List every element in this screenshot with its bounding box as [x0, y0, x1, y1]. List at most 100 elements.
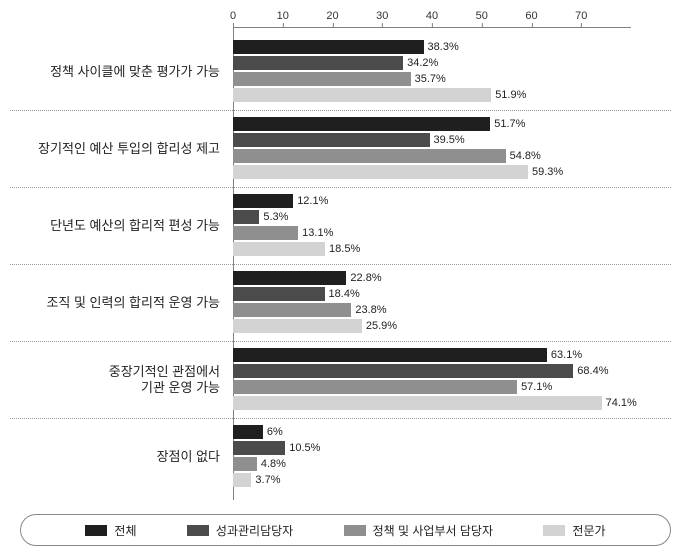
chart-group: 정책 사이클에 맞춘 평가가 가능 38.3% 34.2% 35.7% 51.9%: [10, 34, 671, 111]
bar-value-label: 10.5%: [289, 442, 320, 454]
bar-row: 18.4%: [233, 287, 631, 301]
bar-value-label: 22.8%: [350, 272, 381, 284]
bar-row: 34.2%: [233, 56, 631, 70]
bar-row: 38.3%: [233, 40, 631, 54]
legend-swatch: [187, 525, 209, 536]
bar-row: 4.8%: [233, 457, 631, 471]
bar-value-label: 51.9%: [495, 89, 526, 101]
bar: [233, 210, 259, 224]
legend-item: 성과관리담당자: [187, 522, 293, 539]
chart-groups: 정책 사이클에 맞춘 평가가 가능 38.3% 34.2% 35.7% 51.9% 장기적…: [10, 34, 671, 500]
x-axis-tick: 50: [476, 10, 488, 22]
bar-value-label: 74.1%: [606, 397, 637, 409]
legend-label: 정책 및 사업부서 담당자: [373, 522, 493, 539]
x-axis-row: 0 10 20 30 40 50 60 70: [10, 10, 671, 30]
bar: [233, 56, 403, 70]
bar-row: 5.3%: [233, 210, 631, 224]
bar-row: 12.1%: [233, 194, 631, 208]
chart-group: 조직 및 인력의 합리적 운영 가능 22.8% 18.4% 23.8% 25.9%: [10, 265, 671, 342]
bar-value-label: 59.3%: [532, 166, 563, 178]
bar-value-label: 34.2%: [407, 57, 438, 69]
bar-value-label: 35.7%: [415, 73, 446, 85]
bar: [233, 271, 346, 285]
bar-row: 18.5%: [233, 242, 631, 256]
legend-label: 성과관리담당자: [216, 522, 293, 539]
group-label: 장기적인 예산 투입의 합리성 제고: [10, 141, 220, 157]
x-axis-tick: 0: [230, 10, 236, 22]
bar: [233, 396, 602, 410]
group-bars: 63.1% 68.4% 57.1% 74.1%: [233, 348, 631, 410]
bar-value-label: 18.4%: [329, 288, 360, 300]
group-label: 중장기적인 관점에서 기관 운영 가능: [10, 364, 220, 397]
bar-row: 59.3%: [233, 165, 631, 179]
bar-row: 6%: [233, 425, 631, 439]
bar-row: 10.5%: [233, 441, 631, 455]
group-bars: 22.8% 18.4% 23.8% 25.9%: [233, 271, 631, 333]
bar-value-label: 5.3%: [263, 211, 288, 223]
bar-value-label: 63.1%: [551, 349, 582, 361]
bar-value-label: 12.1%: [297, 195, 328, 207]
bar: [233, 72, 411, 86]
bar: [233, 194, 293, 208]
bar-row: 22.8%: [233, 271, 631, 285]
bar-row: 74.1%: [233, 396, 631, 410]
bar: [233, 226, 298, 240]
bar-value-label: 4.8%: [261, 458, 286, 470]
legend-item: 정책 및 사업부서 담당자: [344, 522, 493, 539]
bar-row: 51.9%: [233, 88, 631, 102]
group-bars: 51.7% 39.5% 54.8% 59.3%: [233, 117, 631, 179]
bar-value-label: 6%: [267, 426, 283, 438]
bar: [233, 40, 424, 54]
bar: [233, 380, 517, 394]
legend-swatch: [85, 525, 107, 536]
bar: [233, 319, 362, 333]
bar: [233, 303, 351, 317]
legend: 전체 성과관리담당자 정책 및 사업부서 담당자 전문가: [20, 514, 671, 546]
chart-group: 장점이 없다6%10.5%4.8%3.7%: [10, 419, 671, 495]
bar: [233, 348, 547, 362]
bar-row: 35.7%: [233, 72, 631, 86]
legend-label: 전문가: [572, 522, 605, 539]
x-axis-tick: 30: [376, 10, 388, 22]
group-bars: 12.1% 5.3% 13.1% 18.5%: [233, 194, 631, 256]
x-axis-tick: 70: [575, 10, 587, 22]
bar: [233, 457, 257, 471]
bar: [233, 425, 263, 439]
legend-item: 전체: [85, 522, 136, 539]
bar-value-label: 54.8%: [510, 150, 541, 162]
bar-row: 3.7%: [233, 473, 631, 487]
legend-item: 전문가: [543, 522, 605, 539]
group-label: 조직 및 인력의 합리적 운영 가능: [10, 295, 220, 311]
bar-row: 13.1%: [233, 226, 631, 240]
x-axis-tick: 10: [277, 10, 289, 22]
x-axis: 0 10 20 30 40 50 60 70: [233, 10, 631, 28]
chart-group: 장기적인 예산 투입의 합리성 제고 51.7% 39.5% 54.8% 59.3%: [10, 111, 671, 188]
bar-value-label: 3.7%: [255, 474, 280, 486]
bar: [233, 364, 573, 378]
chart-group: 중장기적인 관점에서 기관 운영 가능 63.1% 68.4% 57.1% 74.1%: [10, 342, 671, 419]
bar: [233, 133, 430, 147]
bar-value-label: 38.3%: [428, 41, 459, 53]
group-label: 정책 사이클에 맞춘 평가가 가능: [10, 64, 220, 80]
group-label: 단년도 예산의 합리적 편성 가능: [10, 218, 220, 234]
bar: [233, 165, 528, 179]
bar-row: 25.9%: [233, 319, 631, 333]
bar-row: 68.4%: [233, 364, 631, 378]
x-axis-tick: 40: [426, 10, 438, 22]
bar-value-label: 23.8%: [355, 304, 386, 316]
bar-value-label: 51.7%: [494, 118, 525, 130]
x-axis-tick: 60: [525, 10, 537, 22]
bar-row: 54.8%: [233, 149, 631, 163]
bar-row: 51.7%: [233, 117, 631, 131]
bar: [233, 117, 490, 131]
x-axis-tick: 20: [326, 10, 338, 22]
legend-swatch: [543, 525, 565, 536]
legend-swatch: [344, 525, 366, 536]
group-bars: 38.3% 34.2% 35.7% 51.9%: [233, 40, 631, 102]
bar: [233, 473, 251, 487]
bar-value-label: 57.1%: [521, 381, 552, 393]
bar: [233, 287, 325, 301]
bar-value-label: 39.5%: [434, 134, 465, 146]
bar: [233, 441, 285, 455]
bar-value-label: 25.9%: [366, 320, 397, 332]
